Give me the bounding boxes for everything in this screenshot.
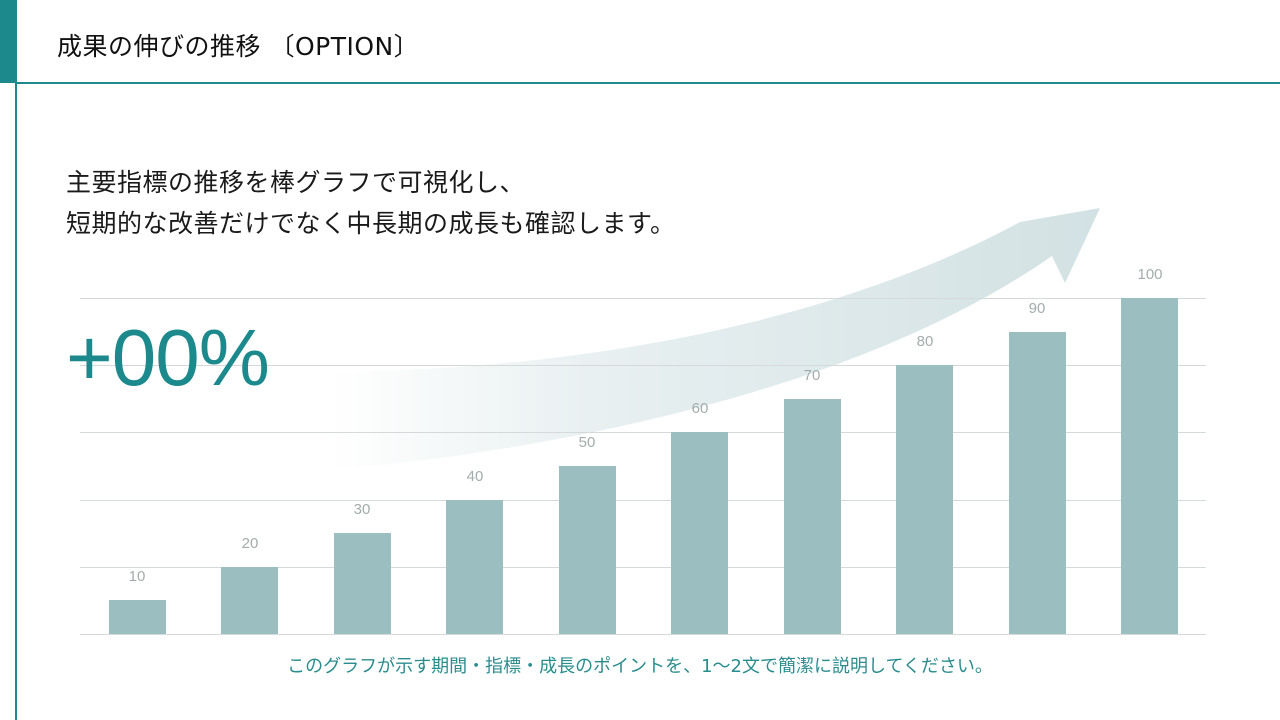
bar-value-label: 70 xyxy=(803,367,821,384)
bar-value-label: 100 xyxy=(1137,266,1163,283)
gridline xyxy=(80,298,1206,299)
header-divider xyxy=(15,82,1280,84)
page-title: 成果の伸びの推移 〔OPTION〕 xyxy=(57,32,420,61)
gridline xyxy=(80,567,1206,568)
bar xyxy=(221,567,278,634)
growth-percentage: +00% xyxy=(66,313,270,402)
bar xyxy=(334,533,391,634)
lead-line-1: 主要指標の推移を棒グラフで可視化し、 xyxy=(66,168,526,197)
bar-value-label: 10 xyxy=(128,568,146,585)
bar xyxy=(559,466,616,634)
lead-line-2: 短期的な改善だけでなく中長期の成長も確認します。 xyxy=(66,209,676,238)
bar-value-label: 80 xyxy=(916,333,934,350)
bar xyxy=(446,500,503,634)
gridline xyxy=(80,365,1206,366)
lead-text: 主要指標の推移を棒グラフで可視化し、 短期的な改善だけでなく中長期の成長も確認し… xyxy=(66,162,676,244)
header-accent-block xyxy=(0,0,17,83)
bar xyxy=(1121,298,1178,634)
bar xyxy=(109,600,166,634)
bar xyxy=(896,365,953,634)
bar-value-label: 40 xyxy=(466,468,484,485)
bar-value-label: 50 xyxy=(578,434,596,451)
bar-value-label: 20 xyxy=(241,535,259,552)
chart-caption: このグラフが示す期間・指標・成長のポイントを、1〜2文で簡潔に説明してください。 xyxy=(287,656,993,677)
gridline xyxy=(80,432,1206,433)
bar-value-label: 60 xyxy=(691,400,709,417)
bar xyxy=(1009,332,1066,634)
bar-value-label: 30 xyxy=(353,501,371,518)
gridline xyxy=(80,500,1206,501)
bar xyxy=(784,399,841,634)
bar xyxy=(671,432,728,634)
left-vertical-rule xyxy=(15,0,17,720)
bar-value-label: 90 xyxy=(1028,300,1046,317)
gridline xyxy=(80,634,1206,635)
